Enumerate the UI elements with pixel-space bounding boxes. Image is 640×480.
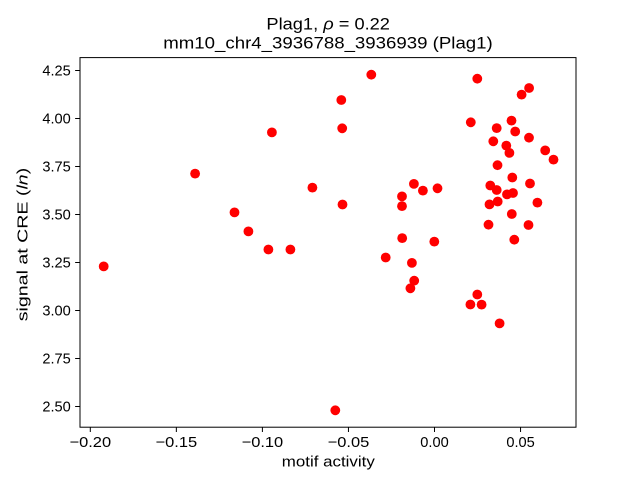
svg-text:mm10_chr4_3936788_3936939 (Pla: mm10_chr4_3936788_3936939 (Plag1)	[163, 33, 493, 52]
svg-text:3.00: 3.00	[42, 304, 70, 320]
svg-text:3.75: 3.75	[42, 160, 70, 176]
svg-text:4.25: 4.25	[42, 64, 70, 80]
svg-text:signal at CRE (ln): signal at CRE (ln)	[15, 168, 31, 322]
svg-text:3.50: 3.50	[42, 208, 70, 224]
svg-text:−0.05: −0.05	[328, 435, 370, 451]
svg-text:4.00: 4.00	[42, 112, 70, 128]
svg-text:2.75: 2.75	[42, 352, 70, 368]
svg-text:−0.10: −0.10	[242, 435, 284, 451]
svg-text:−0.15: −0.15	[156, 435, 198, 451]
svg-text:3.25: 3.25	[42, 256, 70, 272]
svg-text:−0.20: −0.20	[70, 435, 112, 451]
svg-text:motif activity: motif activity	[282, 455, 376, 471]
svg-text:0.05: 0.05	[506, 435, 534, 451]
svg-text:Plag1, ρ = 0.22: Plag1, ρ = 0.22	[266, 15, 390, 34]
svg-text:0.00: 0.00	[420, 435, 448, 451]
svg-text:2.50: 2.50	[42, 400, 70, 416]
